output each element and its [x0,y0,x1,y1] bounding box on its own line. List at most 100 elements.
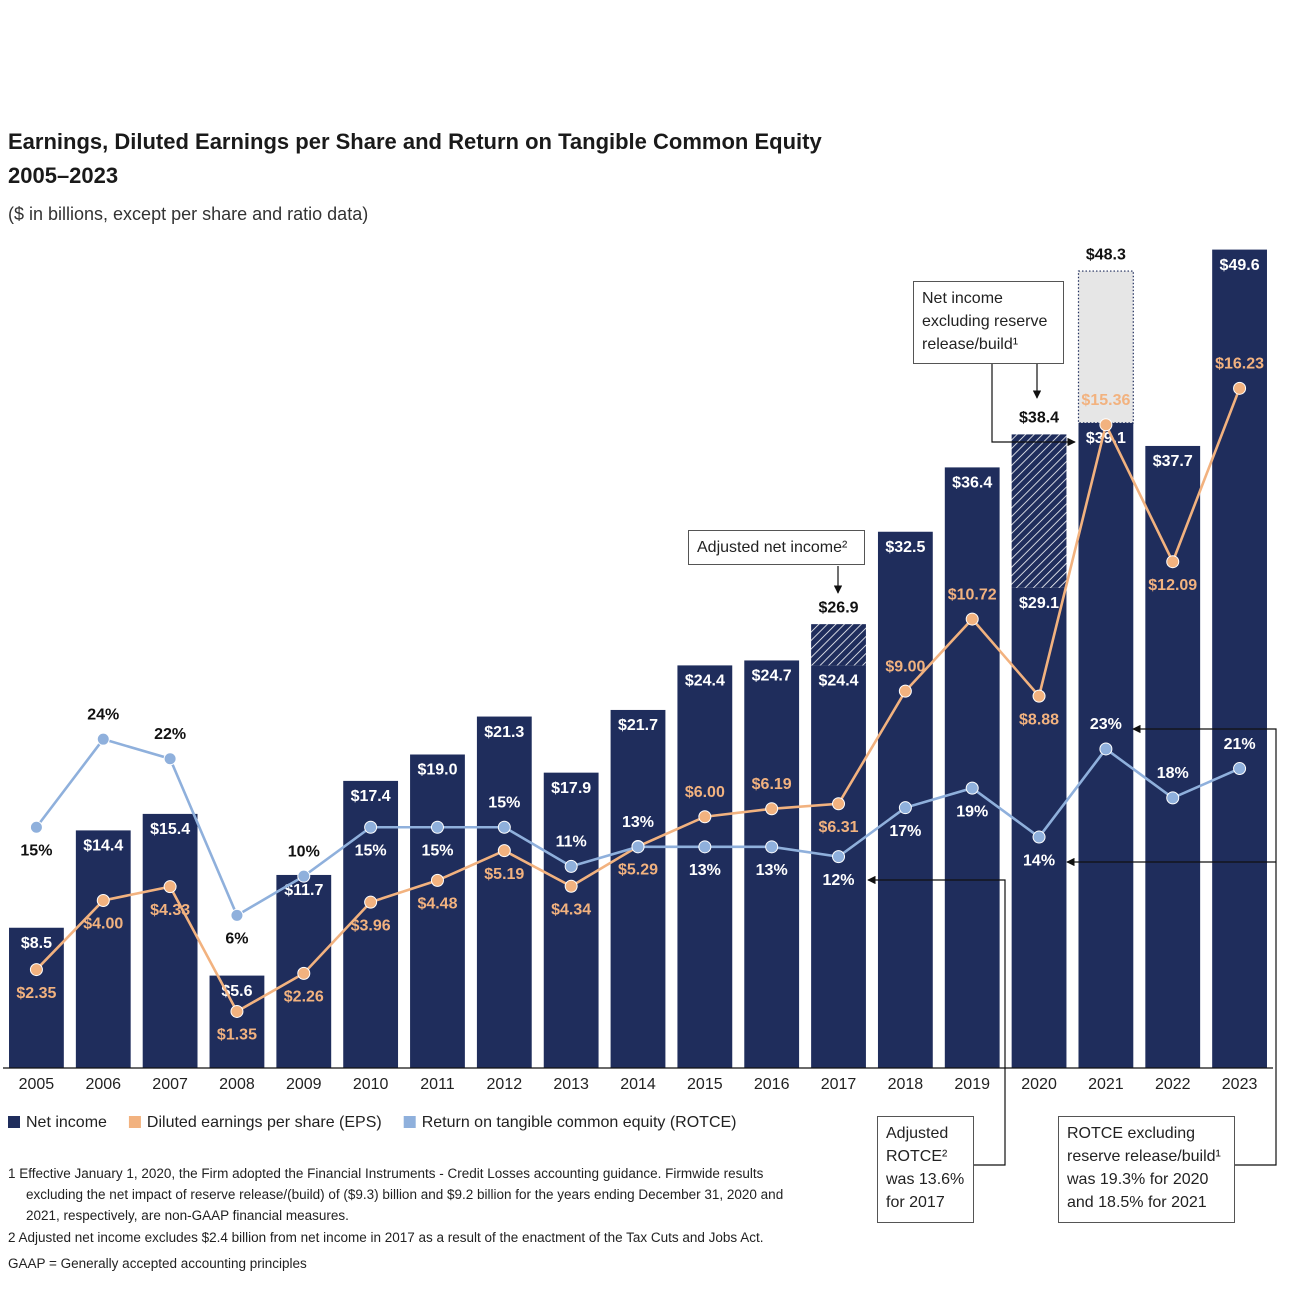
data-label: $8.88 [1019,711,1059,728]
legend-swatch [403,1116,416,1128]
point [631,840,645,854]
bar-label: $14.4 [83,838,123,855]
point [832,850,846,864]
point [297,966,311,980]
bar-label: $21.7 [618,717,658,734]
bar [1145,445,1201,1068]
data-label: 15% [488,794,520,811]
data-label: 6% [225,931,248,948]
point [29,820,43,834]
bar [410,754,465,1068]
data-label: $4.00 [83,916,123,933]
bar-label: $36.4 [952,475,992,492]
x-tick-label: 2017 [821,1076,857,1093]
x-tick-label: 2020 [1021,1076,1057,1093]
chart-subtitle: 2005–2023 [8,163,118,188]
bar-extension [811,624,866,666]
callout-box: Net income excluding reserve release/bui… [913,281,1064,364]
bar-label: $32.5 [885,539,925,556]
bar-extension [1011,434,1067,588]
bar-label: $15.4 [150,821,190,838]
point [364,895,378,909]
point [564,859,578,873]
bar [476,716,532,1068]
bar-label: $24.7 [752,668,792,685]
point [1233,762,1247,776]
data-label: $2.35 [16,985,56,1002]
bar [744,660,800,1068]
data-label: $4.34 [551,901,591,918]
data-label: 14% [1023,852,1055,869]
x-tick-label: 2019 [954,1076,990,1093]
x-tick-label: 2016 [754,1076,790,1093]
point [163,752,177,766]
legend-label: Diluted earnings per share (EPS) [147,1114,382,1131]
point [564,879,578,893]
data-label: 17% [889,823,921,840]
bar-label: $38.4 [1019,410,1059,427]
chart-note: ($ in billions, except per share and rat… [8,204,368,224]
bar-label: $49.6 [1220,257,1260,274]
bar-label: $8.5 [21,935,52,952]
data-label: 13% [756,862,788,879]
x-tick-label: 2010 [353,1076,389,1093]
legend-swatch [8,1116,20,1128]
footnote: 1 Effective January 1, 2020, the Firm ad… [8,1166,784,1223]
x-tick-label: 2012 [487,1076,523,1093]
point [297,869,311,883]
callout-arrows [833,364,1277,1166]
legend-label: Net income [26,1114,107,1131]
bar-label: $37.7 [1153,453,1193,470]
data-label: $4.48 [417,896,457,913]
point [1166,555,1180,569]
data-label: $6.00 [685,784,725,801]
chart-title: Earnings, Diluted Earnings per Share and… [8,129,822,154]
point [1099,742,1113,756]
data-label: $6.31 [819,819,859,836]
data-label: 24% [87,706,119,723]
bar-label: $17.9 [551,780,591,797]
x-tick-label: 2005 [19,1076,55,1093]
point [430,873,444,887]
point [1032,830,1046,844]
point [698,840,712,854]
data-label: 15% [421,842,453,859]
data-label: $6.19 [752,776,792,793]
point [497,820,511,834]
x-tick-label: 2011 [420,1076,455,1093]
point [965,612,979,626]
footnote: 2 Adjusted net income excludes $2.4 bill… [8,1230,764,1245]
point [430,820,444,834]
point [1166,791,1180,805]
data-label: $16.23 [1215,356,1264,373]
bar [75,830,131,1068]
bar-label: $26.9 [819,599,859,616]
data-label: $15.36 [1081,392,1130,409]
point [230,908,244,922]
x-tick-label: 2006 [85,1076,121,1093]
legend-label: Return on tangible common equity (ROTCE) [422,1114,737,1131]
data-label: 23% [1090,716,1122,733]
bar [1011,587,1067,1068]
data-label: $12.09 [1148,577,1197,594]
point [765,840,779,854]
data-label: 15% [20,842,52,859]
point [898,684,912,698]
x-tick-label: 2008 [219,1076,255,1093]
x-tick-label: 2023 [1222,1076,1258,1093]
point [1233,381,1247,395]
callout-box: ROTCE excluding reserve release/build¹ w… [1058,1116,1235,1223]
bar-label: $48.3 [1086,246,1126,263]
legend-swatch [128,1116,141,1128]
data-label: $4.33 [150,902,190,919]
x-tick-label: 2009 [286,1076,322,1093]
data-label: $3.96 [351,917,391,934]
bar-label: $24.4 [819,673,859,690]
x-tick-label: 2013 [553,1076,589,1093]
data-label: 15% [355,842,387,859]
x-tick-label: 2014 [620,1076,656,1093]
bar-extension [1077,270,1134,424]
bar [543,772,599,1068]
point [832,797,846,811]
